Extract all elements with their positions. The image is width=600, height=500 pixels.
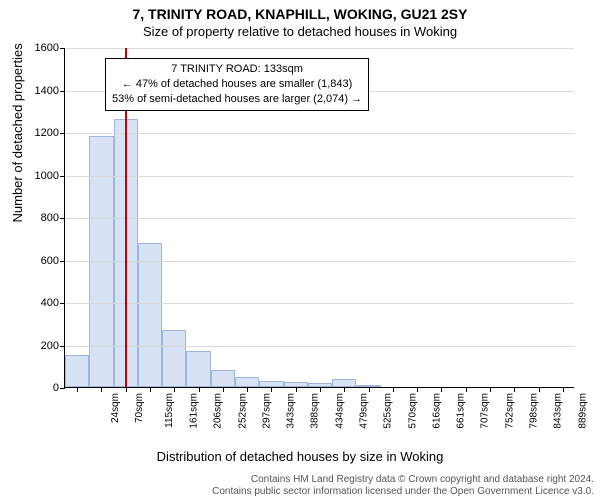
ytick-label: 0 xyxy=(53,382,59,394)
annotation-line: 53% of semi-detached houses are larger (… xyxy=(112,92,362,107)
footer-attribution: Contains HM Land Registry data © Crown c… xyxy=(212,474,594,498)
xtick-mark xyxy=(344,387,345,392)
xtick-label: 889sqm xyxy=(577,393,588,429)
xtick-mark xyxy=(271,387,272,392)
gridline xyxy=(65,261,574,262)
xtick-label: 297sqm xyxy=(261,393,272,429)
xtick-mark xyxy=(514,387,515,392)
gridline xyxy=(65,346,574,347)
xtick-label: 206sqm xyxy=(213,393,224,429)
chart-subtitle: Size of property relative to detached ho… xyxy=(0,24,600,39)
annotation-line: 7 TRINITY ROAD: 133sqm xyxy=(112,62,362,77)
histogram-bar xyxy=(211,370,235,387)
xtick-mark xyxy=(174,387,175,392)
ytick-label: 200 xyxy=(41,340,59,352)
xtick-label: 616sqm xyxy=(431,393,442,429)
ytick-mark xyxy=(60,48,65,49)
xtick-mark xyxy=(466,387,467,392)
xtick-mark xyxy=(369,387,370,392)
footer-line-2: Contains public sector information licen… xyxy=(212,486,594,498)
ytick-label: 1600 xyxy=(35,42,59,54)
ytick-label: 1000 xyxy=(35,170,59,182)
xtick-mark xyxy=(563,387,564,392)
ytick-label: 600 xyxy=(41,255,59,267)
gridline xyxy=(65,48,574,49)
xtick-mark xyxy=(320,387,321,392)
histogram-bar xyxy=(138,243,162,388)
xtick-mark xyxy=(77,387,78,392)
ytick-mark xyxy=(60,388,65,389)
xtick-label: 752sqm xyxy=(504,393,515,429)
chart-title: 7, TRINITY ROAD, KNAPHILL, WOKING, GU21 … xyxy=(0,6,600,22)
xtick-mark xyxy=(539,387,540,392)
xtick-mark xyxy=(199,387,200,392)
xtick-label: 24sqm xyxy=(110,393,121,423)
xtick-label: 525sqm xyxy=(383,393,394,429)
xtick-mark xyxy=(417,387,418,392)
gridline xyxy=(65,133,574,134)
ytick-label: 800 xyxy=(41,212,59,224)
xtick-mark xyxy=(441,387,442,392)
chart-container: 7, TRINITY ROAD, KNAPHILL, WOKING, GU21 … xyxy=(0,0,600,500)
xtick-mark xyxy=(126,387,127,392)
histogram-bar xyxy=(65,355,89,387)
ytick-mark xyxy=(60,261,65,262)
histogram-bar xyxy=(162,330,186,387)
annotation-box: 7 TRINITY ROAD: 133sqm← 47% of detached … xyxy=(105,58,369,111)
histogram-bar xyxy=(89,136,113,387)
annotation-line: ← 47% of detached houses are smaller (1,… xyxy=(112,77,362,92)
gridline xyxy=(65,218,574,219)
gridline xyxy=(65,303,574,304)
ytick-label: 1400 xyxy=(35,85,59,97)
histogram-bar xyxy=(235,377,259,387)
xtick-label: 707sqm xyxy=(480,393,491,429)
ytick-label: 1200 xyxy=(35,127,59,139)
xtick-label: 343sqm xyxy=(286,393,297,429)
histogram-bar xyxy=(332,379,356,388)
xtick-mark xyxy=(490,387,491,392)
ytick-mark xyxy=(60,176,65,177)
xtick-label: 70sqm xyxy=(134,393,145,423)
xtick-label: 843sqm xyxy=(553,393,564,429)
xtick-mark xyxy=(296,387,297,392)
xtick-mark xyxy=(223,387,224,392)
xtick-label: 570sqm xyxy=(407,393,418,429)
xtick-label: 479sqm xyxy=(359,393,370,429)
ytick-mark xyxy=(60,91,65,92)
y-axis-label: Number of detached properties xyxy=(10,43,25,222)
ytick-label: 400 xyxy=(41,297,59,309)
xtick-mark xyxy=(150,387,151,392)
ytick-mark xyxy=(60,346,65,347)
xtick-label: 388sqm xyxy=(310,393,321,429)
xtick-label: 252sqm xyxy=(237,393,248,429)
xtick-mark xyxy=(393,387,394,392)
xtick-mark xyxy=(247,387,248,392)
xtick-label: 661sqm xyxy=(456,393,467,429)
footer-line-1: Contains HM Land Registry data © Crown c… xyxy=(212,474,594,486)
ytick-mark xyxy=(60,218,65,219)
plot-area: 02004006008001000120014001600 24sqm70sqm… xyxy=(64,48,574,388)
xtick-label: 798sqm xyxy=(529,393,540,429)
xtick-label: 115sqm xyxy=(164,393,175,428)
xtick-label: 434sqm xyxy=(334,393,345,429)
x-axis-label: Distribution of detached houses by size … xyxy=(0,449,600,464)
gridline xyxy=(65,176,574,177)
ytick-mark xyxy=(60,133,65,134)
xtick-mark xyxy=(101,387,102,392)
ytick-mark xyxy=(60,303,65,304)
xtick-label: 161sqm xyxy=(189,393,200,429)
histogram-bar xyxy=(186,351,210,387)
